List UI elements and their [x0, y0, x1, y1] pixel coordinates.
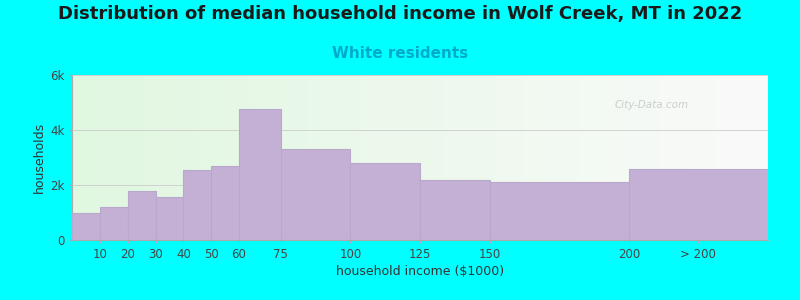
Bar — [490, 182, 629, 240]
X-axis label: household income ($1000): household income ($1000) — [336, 265, 504, 278]
Bar — [128, 190, 155, 240]
Bar — [100, 207, 128, 240]
Text: City-Data.com: City-Data.com — [615, 100, 689, 110]
Bar — [183, 170, 211, 240]
Text: Distribution of median household income in Wolf Creek, MT in 2022: Distribution of median household income … — [58, 4, 742, 22]
Bar — [72, 212, 100, 240]
Bar — [239, 110, 281, 240]
Bar — [281, 149, 350, 240]
Bar — [420, 179, 490, 240]
Y-axis label: households: households — [33, 122, 46, 193]
Text: White residents: White residents — [332, 46, 468, 62]
Bar — [629, 169, 768, 240]
Bar — [155, 197, 183, 240]
Bar — [350, 163, 420, 240]
Bar — [211, 166, 239, 240]
